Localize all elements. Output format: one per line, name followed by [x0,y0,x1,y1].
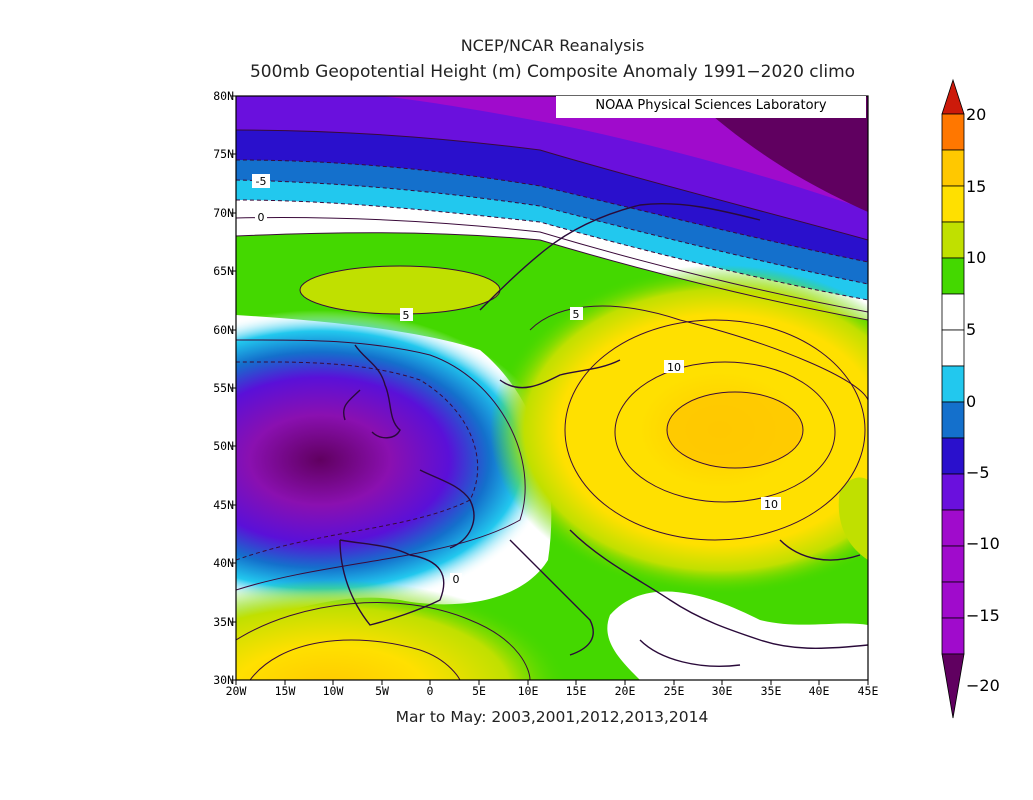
colorbar-segment [941,293,965,331]
colorbar-segment [941,149,965,187]
contour-label: 5 [403,309,410,322]
colorbar-label: 10 [966,248,987,267]
lat-tick-label: 60N [213,323,234,337]
contour-label: 10 [667,361,681,374]
colorbar-label: 5 [966,320,977,339]
lon-tick-label: 45E [857,684,879,698]
colorbar-segment [941,329,965,367]
lon-tick-label: 40E [808,684,830,698]
chart-subtitle-title: 500mb Geopotential Height (m) Composite … [249,62,856,82]
lat-tick-label: 45N [213,498,234,512]
lat-tick-label: 30N [213,673,234,687]
coastlines [339,202,868,667]
colorbar-segment [941,401,965,439]
lon-tick-label: 5E [472,684,486,698]
colorbar-label: −10 [966,534,1000,553]
lat-tick-label: 50N [213,439,234,453]
colorbar-label: −20 [966,676,1000,695]
contour-label: 10 [764,498,778,511]
lon-tick-label: 20E [614,684,636,698]
contour-label: 0 [258,211,265,224]
lat-tick-label: 35N [213,615,234,629]
lon-tick-label: 20W [225,684,247,698]
colorbar-label: −5 [966,463,990,482]
contour-label: 5 [573,308,580,321]
lon-tick-label: 10W [322,684,344,698]
colorbar-segment [941,365,965,403]
colorbar-segment [941,221,965,259]
colorbar-segment [941,437,965,475]
contour-label: 0 [453,573,460,586]
lat-tick-label: 65N [213,264,234,278]
credit-box: NOAA Physical Sciences Laboratory [556,96,866,118]
colorbar-label: −15 [966,606,1000,625]
lon-tick-label: 10E [517,684,539,698]
colorbar-segment [941,581,965,619]
colorbar-segment [941,185,965,223]
colorbar-label: 15 [966,177,987,196]
colorbar-segment [941,653,965,719]
colorbar-segment [941,509,965,547]
contour-lines [236,129,868,680]
period-label: Mar to May: 2003,2001,2012,2013,2014 [395,708,709,726]
colorbar-label: 20 [966,105,987,124]
anomaly-field [236,96,868,680]
lon-tick-label: 5W [375,684,389,698]
lat-tick-label: 70N [213,206,234,220]
lon-tick-label: 0 [426,684,434,698]
lat-tick-label: 40N [213,556,234,570]
colorbar-segment [941,257,965,295]
chart-title: NCEP/NCAR Reanalysis [460,36,645,55]
lat-tick-label: 80N [213,89,234,103]
axis-ticks [231,95,869,685]
lon-tick-label: 35E [760,684,782,698]
lon-tick-label: 30E [711,684,733,698]
colorbar-segment [941,473,965,511]
contour-labels: -5 0 5 5 10 10 0 [252,174,781,586]
lon-tick-label: 15E [565,684,587,698]
lon-tick-label: 15W [274,684,296,698]
colorbar-segment [941,78,965,115]
lon-tick-label: 25E [663,684,685,698]
contour-label: -5 [256,175,267,188]
lat-tick-label: 55N [213,381,234,395]
colorbar-segment [941,113,965,151]
colorbar-segment [941,545,965,583]
colorbar-label: 0 [966,392,977,411]
colorbar-segment [941,617,965,655]
lat-tick-label: 75N [213,147,234,161]
colorbar [941,78,965,719]
